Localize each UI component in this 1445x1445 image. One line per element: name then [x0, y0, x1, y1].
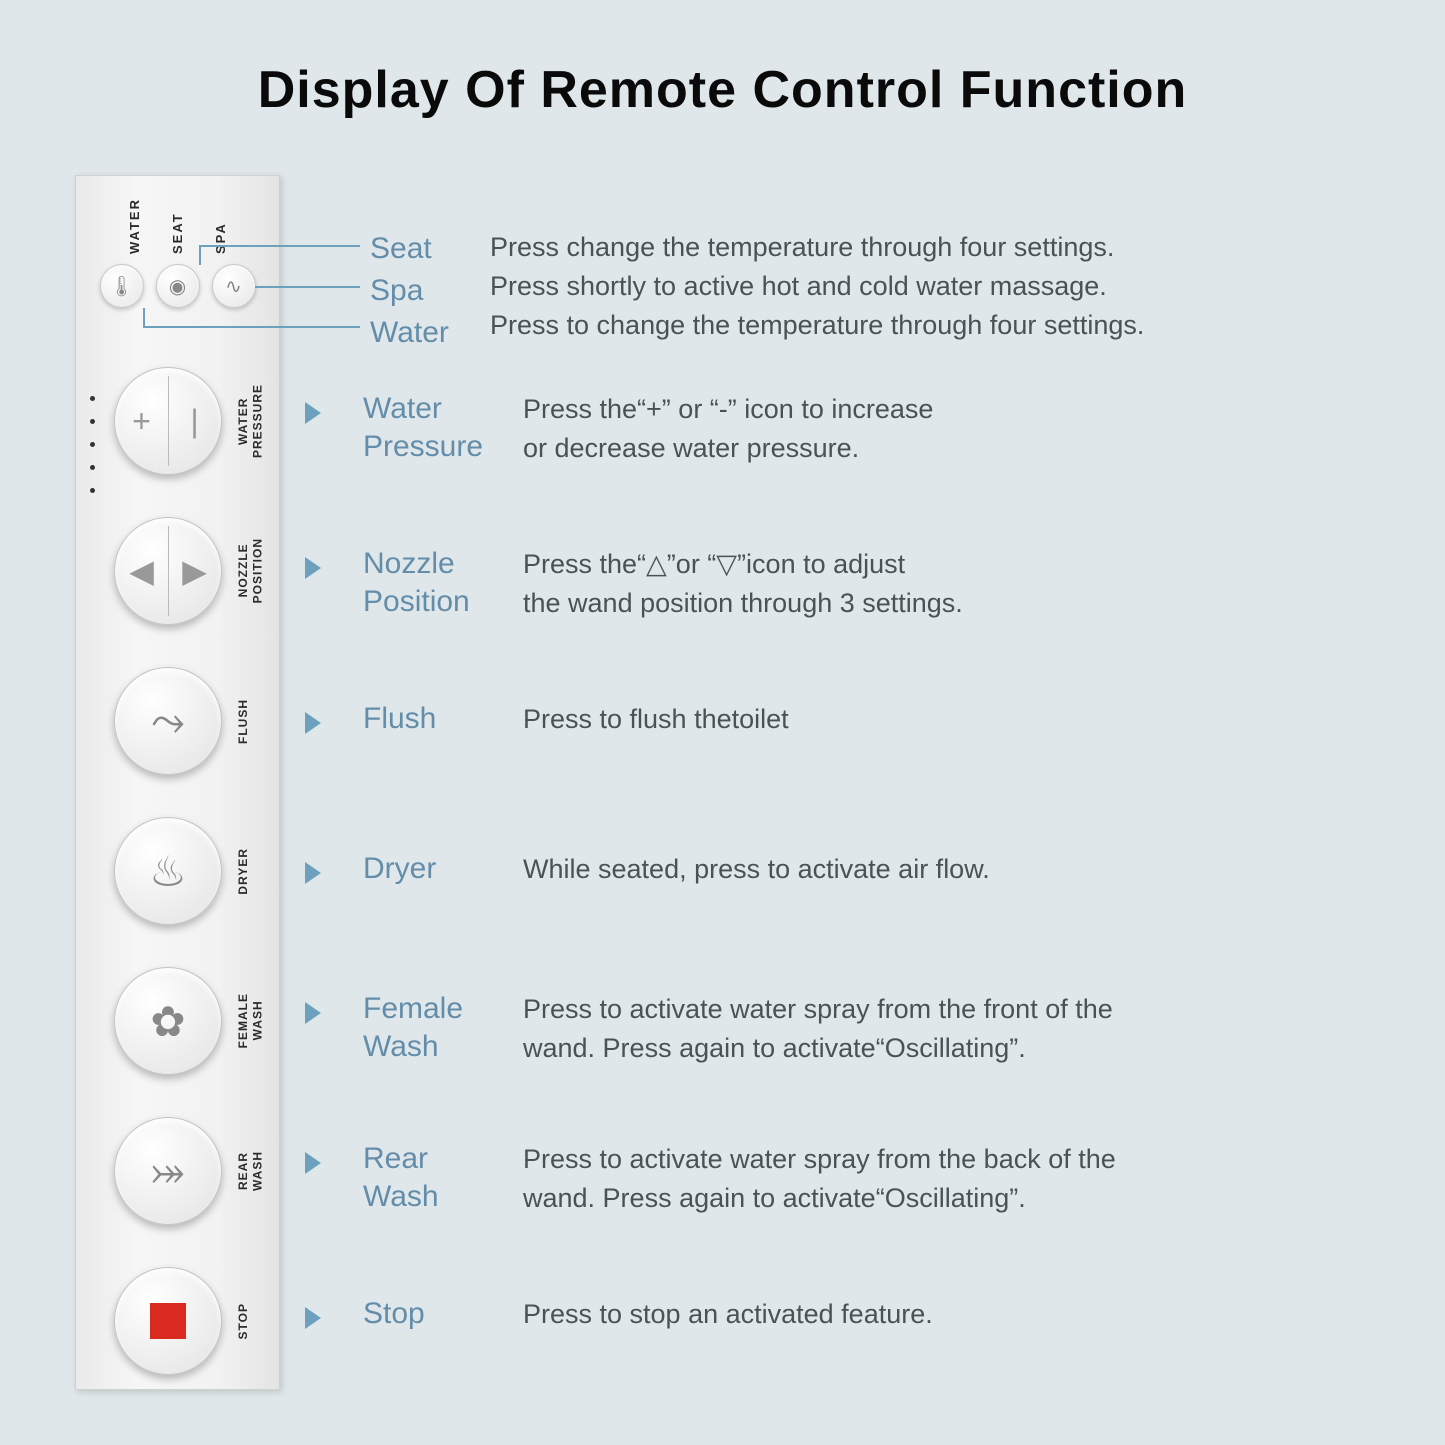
arrow-icon [305, 402, 321, 424]
female-wash-icon: ✿ [150, 997, 185, 1046]
flush-label: FLUSH [236, 699, 250, 744]
arrow-icon [305, 1002, 321, 1024]
seat-callout-text: Press change the temperature through fou… [490, 228, 1144, 267]
remote-panel: WATER SEAT SPA 🌡 ◉ ∿ +| WATERPRESSURE ◀▶… [75, 175, 280, 1390]
female-wash-label: FEMALEWASH [236, 993, 265, 1048]
feature-text: Press to stop an activated feature. [523, 1295, 933, 1334]
arrow-icon [305, 712, 321, 734]
spa-callout-text: Press shortly to active hot and cold wat… [490, 267, 1144, 306]
down-triangle-icon: ▶ [168, 552, 221, 590]
feature-water-pressure: WaterPressure Press the“+” or “-” icon t… [305, 390, 933, 468]
indicator-dot [90, 465, 95, 470]
feature-name: RearWash [363, 1140, 523, 1215]
feature-rear-wash: RearWash Press to activate water spray f… [305, 1140, 1116, 1218]
stop-icon [150, 1303, 186, 1339]
feature-female-wash: FemaleWash Press to activate water spray… [305, 990, 1113, 1068]
feature-dryer: Dryer While seated, press to activate ai… [305, 850, 990, 889]
indicator-dot [90, 442, 95, 447]
seat-callout-name: Seat [370, 228, 449, 270]
nozzle-position-label: NOZZLEPOSITION [236, 538, 265, 603]
top-callout-names: Seat Spa Water [370, 228, 449, 354]
feature-name: WaterPressure [363, 390, 523, 465]
water-button[interactable]: 🌡 [100, 264, 144, 308]
button-row-female-wash: ✿ FEMALEWASH [114, 966, 265, 1076]
button-row-nozzle-position: ◀▶ NOZZLEPOSITION [114, 516, 265, 626]
button-row-dryer: ♨ DRYER [114, 816, 265, 926]
dryer-icon: ♨ [149, 847, 187, 896]
feature-name: Dryer [363, 850, 523, 888]
water-pressure-label: WATERPRESSURE [236, 384, 265, 458]
feature-name: FemaleWash [363, 990, 523, 1065]
arrow-icon [305, 862, 321, 884]
indicator-dot [90, 419, 95, 424]
feature-text: Press to activate water spray from the b… [523, 1140, 1116, 1218]
top-label-water: WATER [127, 194, 142, 254]
seat-button[interactable]: ◉ [156, 264, 200, 308]
feature-name: Stop [363, 1295, 523, 1333]
arrow-icon [305, 1307, 321, 1329]
stop-button[interactable] [114, 1267, 222, 1375]
callout-line [255, 286, 360, 288]
feature-text: Press to activate water spray from the f… [523, 990, 1113, 1068]
arrow-icon [305, 1152, 321, 1174]
callout-line [143, 308, 145, 328]
female-wash-button[interactable]: ✿ [114, 967, 222, 1075]
flush-icon: ⤳ [151, 697, 185, 746]
feature-text: Press the“+” or “-” icon to increaseor d… [523, 390, 933, 468]
dryer-label: DRYER [236, 848, 250, 895]
indicator-dot [90, 488, 95, 493]
callout-line [199, 245, 360, 247]
spa-callout-name: Spa [370, 270, 449, 312]
feature-name: NozzlePosition [363, 545, 523, 620]
main-button-column: +| WATERPRESSURE ◀▶ NOZZLEPOSITION ⤳ FLU… [114, 366, 265, 1376]
stop-label: STOP [236, 1303, 250, 1339]
callout-line [143, 326, 360, 328]
feature-stop: Stop Press to stop an activated feature. [305, 1295, 933, 1334]
dryer-button[interactable]: ♨ [114, 817, 222, 925]
feature-nozzle-position: NozzlePosition Press the“△”or “▽”icon to… [305, 545, 963, 623]
water-callout-text: Press to change the temperature through … [490, 306, 1144, 345]
button-row-rear-wash: ⤖ REARWASH [114, 1116, 265, 1226]
top-callout-texts: Press change the temperature through fou… [490, 228, 1144, 345]
thermometer-icon: 🌡 [109, 274, 134, 299]
up-triangle-icon: ◀ [115, 552, 168, 590]
arrow-icon [305, 557, 321, 579]
indicator-dot [90, 396, 95, 401]
indicator-dots [90, 396, 95, 493]
minus-icon: | [168, 403, 221, 440]
seat-icon: ◉ [169, 274, 186, 299]
callout-line [199, 245, 201, 265]
rear-wash-icon: ⤖ [151, 1147, 185, 1196]
feature-text: Press the“△”or “▽”icon to adjustthe wand… [523, 545, 963, 623]
page-title: Display Of Remote Control Function [0, 60, 1445, 120]
plus-icon: + [115, 403, 168, 440]
rear-wash-label: REARWASH [236, 1151, 265, 1191]
wave-icon: ∿ [225, 274, 242, 299]
feature-name: Flush [363, 700, 523, 738]
top-label-seat: SEAT [170, 194, 185, 254]
feature-text: While seated, press to activate air flow… [523, 850, 990, 889]
button-row-stop: STOP [114, 1266, 265, 1376]
button-row-water-pressure: +| WATERPRESSURE [114, 366, 265, 476]
nozzle-position-button[interactable]: ◀▶ [114, 517, 222, 625]
spa-button[interactable]: ∿ [212, 264, 256, 308]
feature-flush: Flush Press to flush thetoilet [305, 700, 789, 739]
rear-wash-button[interactable]: ⤖ [114, 1117, 222, 1225]
feature-text: Press to flush thetoilet [523, 700, 789, 739]
flush-button[interactable]: ⤳ [114, 667, 222, 775]
water-pressure-button[interactable]: +| [114, 367, 222, 475]
button-row-flush: ⤳ FLUSH [114, 666, 265, 776]
top-button-row: 🌡 ◉ ∿ [76, 264, 279, 308]
water-callout-name: Water [370, 312, 449, 354]
